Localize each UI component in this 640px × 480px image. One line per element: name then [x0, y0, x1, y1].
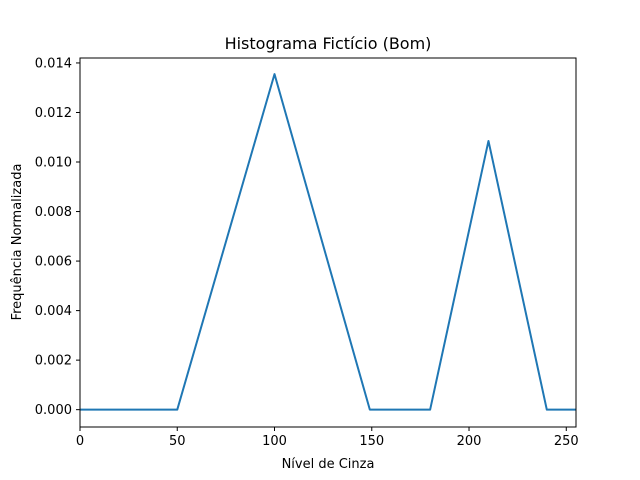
- y-tick-label: 0.006: [35, 255, 72, 270]
- chart-title: Histograma Fictício (Bom): [225, 34, 432, 53]
- x-tick-label: 0: [76, 434, 84, 449]
- x-tick-label: 50: [169, 434, 186, 449]
- plot-area: [80, 73, 576, 411]
- y-tick-label: 0.010: [35, 156, 72, 171]
- x-axis-label: Nível de Cinza: [282, 457, 375, 472]
- x-tick-label: 100: [262, 434, 287, 449]
- series-line: [80, 73, 576, 411]
- y-axis: 0.000 0.002 0.004 0.006 0.008 0.010 0.012 0.014: [35, 56, 80, 418]
- y-tick-label: 0.008: [35, 205, 72, 220]
- y-tick-label: 0.000: [35, 403, 72, 418]
- x-axis: 0 50 100 150 200 250: [76, 427, 579, 449]
- y-tick-label: 0.014: [35, 56, 72, 71]
- y-axis-label: Frequência Normalizada: [10, 164, 25, 321]
- y-tick-label: 0.012: [35, 106, 72, 121]
- x-tick-label: 150: [359, 434, 384, 449]
- y-tick-label: 0.002: [35, 354, 72, 369]
- y-tick-label: 0.004: [35, 304, 72, 319]
- x-tick-label: 250: [554, 434, 579, 449]
- plot-frame: [79, 57, 577, 428]
- x-tick-label: 200: [457, 434, 482, 449]
